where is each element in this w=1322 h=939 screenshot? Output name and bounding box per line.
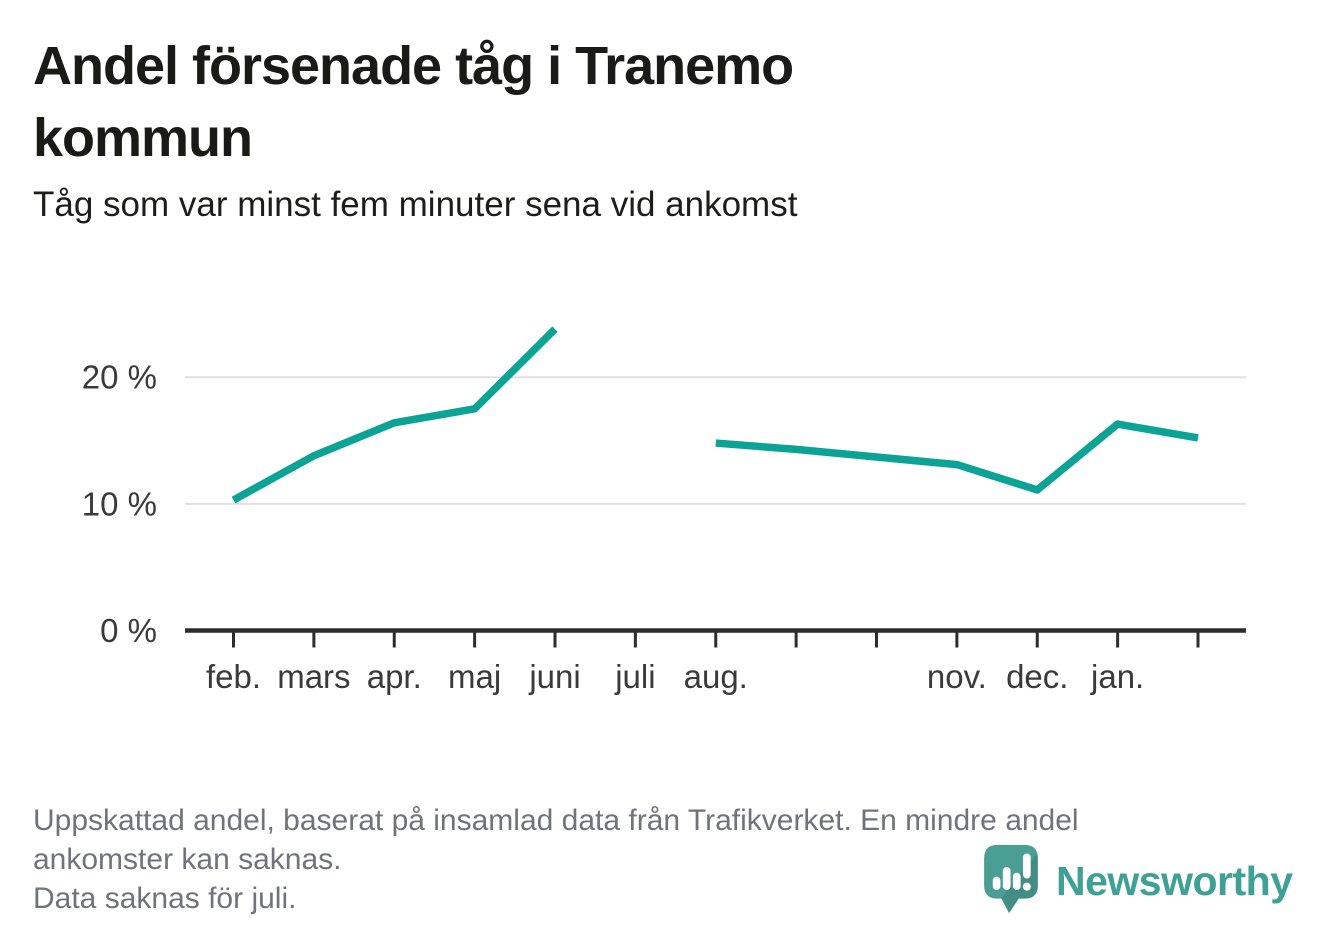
y-axis-label: 10 % <box>82 485 157 522</box>
page-title: Andel försenade tåg i Tranemo kommun <box>33 36 794 168</box>
x-axis-label: maj <box>448 658 501 695</box>
x-axis-label: dec. <box>1006 658 1068 695</box>
chart-header: Andel försenade tåg i Tranemo kommun Tåg… <box>33 30 1293 226</box>
source-note-line: Uppskattad andel, baserat på insamlad da… <box>33 804 1079 837</box>
logo-exclamation-bar <box>1023 853 1031 879</box>
gridlines <box>185 376 1246 505</box>
source-note-line: ankomster kan saknas. <box>33 843 342 876</box>
logo-exclamation-dot <box>1022 882 1031 891</box>
logo-bar-2 <box>1002 867 1011 891</box>
x-axis-label: apr. <box>367 658 422 695</box>
newsworthy-logo: Newsworthy <box>982 843 1293 915</box>
y-axis-labels: 0 % 10 % 20 % <box>82 359 157 649</box>
line-segment <box>231 326 558 504</box>
y-axis-label: 20 % <box>82 359 157 396</box>
x-axis-label: juni <box>528 658 580 695</box>
line-segment <box>715 420 1199 494</box>
x-axis-label: aug. <box>684 658 748 695</box>
logo-bar-3 <box>1012 872 1021 891</box>
x-axis-labels: feb. mars apr. maj juni juli aug. nov. dec. jan. <box>206 658 1144 695</box>
x-axis-label: juli <box>614 658 655 695</box>
data-line <box>231 326 1199 504</box>
logo-bar-1 <box>992 876 1001 891</box>
x-axis-label: jan. <box>1090 658 1144 695</box>
newsworthy-speech-bubble-bar-chart-icon <box>984 844 1038 914</box>
x-axis-label: mars <box>277 658 350 695</box>
x-axis-label: feb. <box>206 658 261 695</box>
page-subtitle: Tåg som var minst fem minuter sena vid a… <box>33 185 798 224</box>
y-axis-label: 0 % <box>100 612 157 649</box>
source-note-line: Data saknas för juli. <box>33 882 297 915</box>
x-axis <box>185 628 1246 648</box>
x-axis-label: nov. <box>927 658 987 695</box>
source-note: Uppskattad andel, baserat på insamlad da… <box>33 801 1303 918</box>
newsworthy-wordmark: Newsworthy <box>1056 857 1293 904</box>
